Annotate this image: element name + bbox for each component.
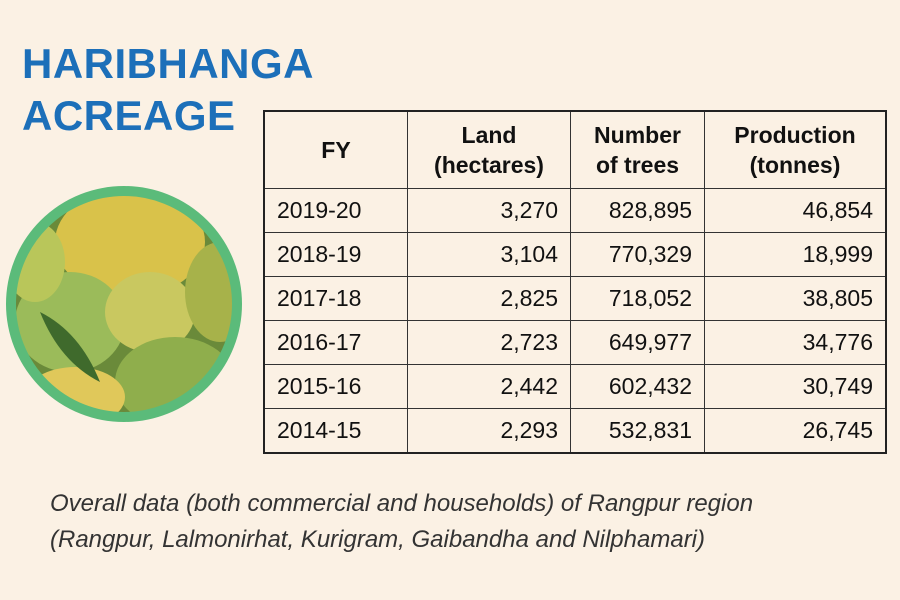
- table-cell: 2,442: [407, 364, 571, 409]
- table-cell: 2018-19: [263, 232, 408, 277]
- table-cell: 718,052: [570, 276, 705, 321]
- table-cell: 770,329: [570, 232, 705, 277]
- table-cell: 649,977: [570, 320, 705, 365]
- table-cell: 3,104: [407, 232, 571, 277]
- mango-image: [6, 186, 242, 422]
- caption-line: (Rangpur, Lalmonirhat, Kurigram, Gaiband…: [50, 526, 706, 553]
- header-line: Number: [594, 122, 681, 148]
- table-cell: 3,270: [407, 188, 571, 233]
- table-cell: 38,805: [704, 276, 887, 321]
- table-cell: 2014-15: [263, 408, 408, 454]
- table-row: 2016-17 2,723 649,977 34,776: [263, 320, 887, 365]
- table-cell: 2017-18: [263, 276, 408, 321]
- column-header: Land (hectares): [407, 110, 571, 189]
- column-header: FY: [263, 110, 408, 189]
- header-line: FY: [321, 137, 351, 163]
- table-cell: 828,895: [570, 188, 705, 233]
- table-cell: 30,749: [704, 364, 887, 409]
- header-line: Production: [734, 122, 856, 148]
- data-table: FY Land (hectares) Number of trees Production…: [263, 110, 887, 454]
- column-header: Number of trees: [570, 110, 705, 189]
- table-cell: 2,723: [407, 320, 571, 365]
- table-row: 2014-15 2,293 532,831 26,745: [263, 408, 887, 454]
- table-cell: 602,432: [570, 364, 705, 409]
- table-cell: 34,776: [704, 320, 887, 365]
- table-cell: 2016-17: [263, 320, 408, 365]
- table-row: 2019-20 3,270 828,895 46,854: [263, 188, 887, 233]
- header-line: (tonnes): [749, 152, 841, 178]
- header-line: (hectares): [434, 152, 544, 178]
- table-cell: 2,825: [407, 276, 571, 321]
- table-cell: 46,854: [704, 188, 887, 233]
- caption-line: Overall data (both commercial and househ…: [50, 490, 754, 517]
- table-cell: 26,745: [704, 408, 887, 454]
- table-cell: 2,293: [407, 408, 571, 454]
- table-cell: 18,999: [704, 232, 887, 277]
- title-line: ACREAGE: [22, 92, 236, 139]
- table-row: 2018-19 3,104 770,329 18,999: [263, 232, 887, 277]
- title-line: HARIBHANGA: [22, 40, 314, 87]
- table-cell: 2015-16: [263, 364, 408, 409]
- table-row: 2015-16 2,442 602,432 30,749: [263, 364, 887, 409]
- header-line: Land: [461, 122, 517, 148]
- table-cell: 2019-20: [263, 188, 408, 233]
- table-cell: 532,831: [570, 408, 705, 454]
- table-row: 2017-18 2,825 718,052 38,805: [263, 276, 887, 321]
- column-header: Production (tonnes): [704, 110, 887, 189]
- caption: Overall data (both commercial and househ…: [50, 486, 753, 558]
- header-line: of trees: [595, 152, 680, 178]
- title: HARIBHANGA ACREAGE: [22, 38, 314, 142]
